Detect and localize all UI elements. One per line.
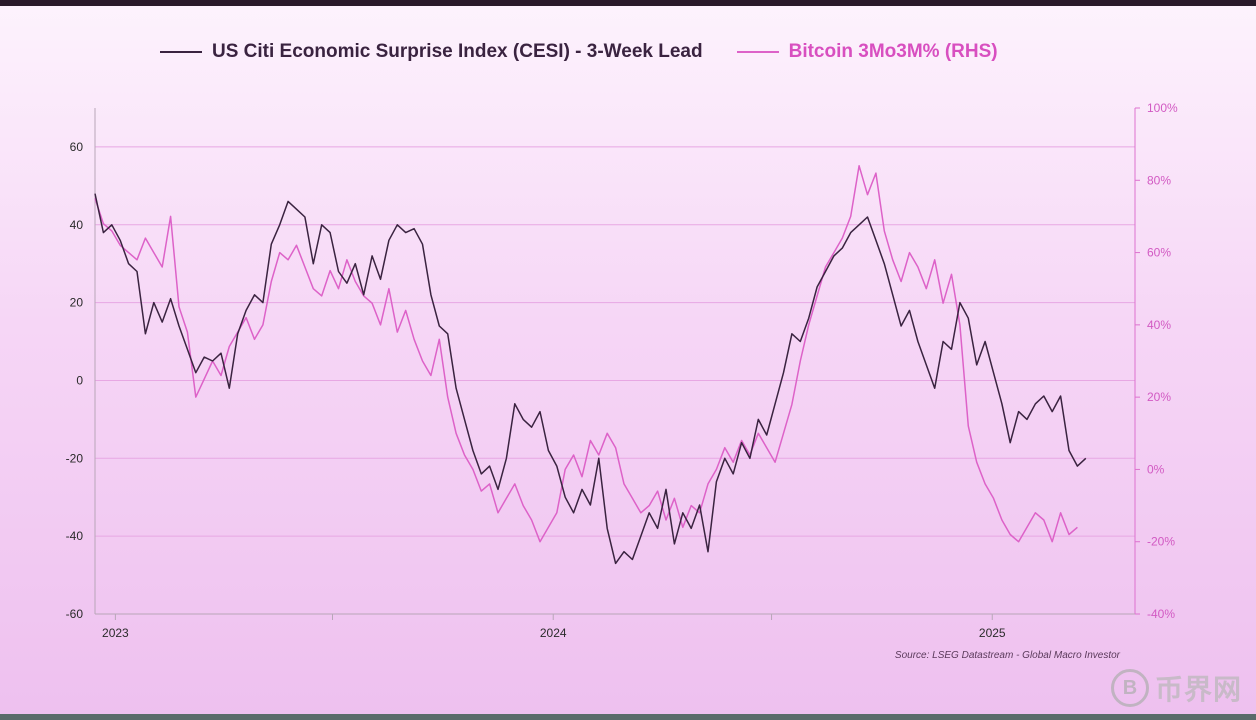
left-tick-label: 0 (76, 373, 83, 387)
right-tick-label: 100% (1147, 101, 1178, 115)
right-axis-ticks: -40% -20% 0% 20% 40% 60% 80% 100% (1135, 101, 1178, 621)
series-line-cesi (94, 193, 1087, 565)
legend-swatch-cesi (160, 51, 202, 53)
right-tick-label: 0% (1147, 462, 1165, 476)
bitcoin-logo-icon: B (1110, 669, 1149, 707)
right-tick-label: -40% (1147, 607, 1175, 621)
left-tick-label: 40 (70, 218, 84, 232)
left-tick-label: -40 (66, 529, 84, 543)
left-axis-ticks: -60 -40 -20 0 20 40 60 (66, 140, 84, 621)
left-tick-label: -20 (66, 451, 84, 465)
left-tick-label: 60 (70, 140, 84, 154)
series-line-bitcoin (94, 165, 1078, 543)
right-tick-label: 20% (1147, 390, 1171, 404)
watermark: B 币界网 (1110, 668, 1242, 708)
axes (94, 108, 1136, 615)
right-tick-label: 40% (1147, 318, 1171, 332)
left-tick-label: -60 (66, 607, 84, 621)
series-lines (94, 165, 1087, 565)
x-tick-label: 2023 (102, 626, 129, 640)
legend-item-btc: Bitcoin 3Mo3M% (RHS) (736, 41, 998, 63)
top-border (0, 0, 1256, 6)
right-tick-label: 80% (1147, 173, 1171, 187)
chart-legend: US Citi Economic Surprise Index (CESI) -… (160, 38, 998, 66)
right-tick-label: 60% (1147, 246, 1171, 260)
legend-swatch-btc (736, 51, 779, 53)
bottom-border (0, 714, 1256, 720)
right-tick-label: -20% (1147, 535, 1175, 549)
left-tick-label: 20 (70, 296, 84, 310)
legend-label-cesi: US Citi Economic Surprise Index (CESI) -… (212, 41, 703, 62)
legend-label-btc: Bitcoin 3Mo3M% (RHS) (788, 41, 998, 62)
x-tick-label: 2024 (540, 626, 567, 640)
x-axis-ticks: 2023 2024 2025 (102, 614, 1006, 640)
gridlines (95, 146, 1135, 537)
source-note: Source: LSEG Datastream - Global Macro I… (894, 650, 1120, 661)
watermark-text: 币界网 (1154, 674, 1242, 705)
legend-item-cesi: US Citi Economic Surprise Index (CESI) -… (160, 41, 703, 63)
x-tick-label: 2025 (979, 626, 1006, 640)
